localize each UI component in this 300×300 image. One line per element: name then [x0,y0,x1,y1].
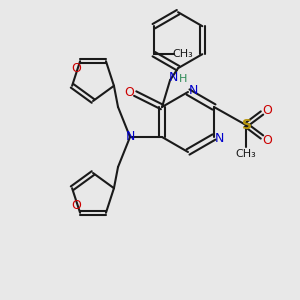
Text: S: S [242,118,252,132]
Text: H: H [179,74,187,84]
Text: N: N [125,130,135,143]
Text: CH₃: CH₃ [236,149,256,159]
Text: O: O [71,62,81,75]
Text: O: O [262,103,272,116]
Text: N: N [188,83,198,97]
Text: O: O [71,199,81,212]
Text: O: O [262,134,272,146]
Text: N: N [168,71,178,84]
Text: CH₃: CH₃ [172,49,193,59]
Text: N: N [214,133,224,146]
Text: O: O [124,86,134,99]
